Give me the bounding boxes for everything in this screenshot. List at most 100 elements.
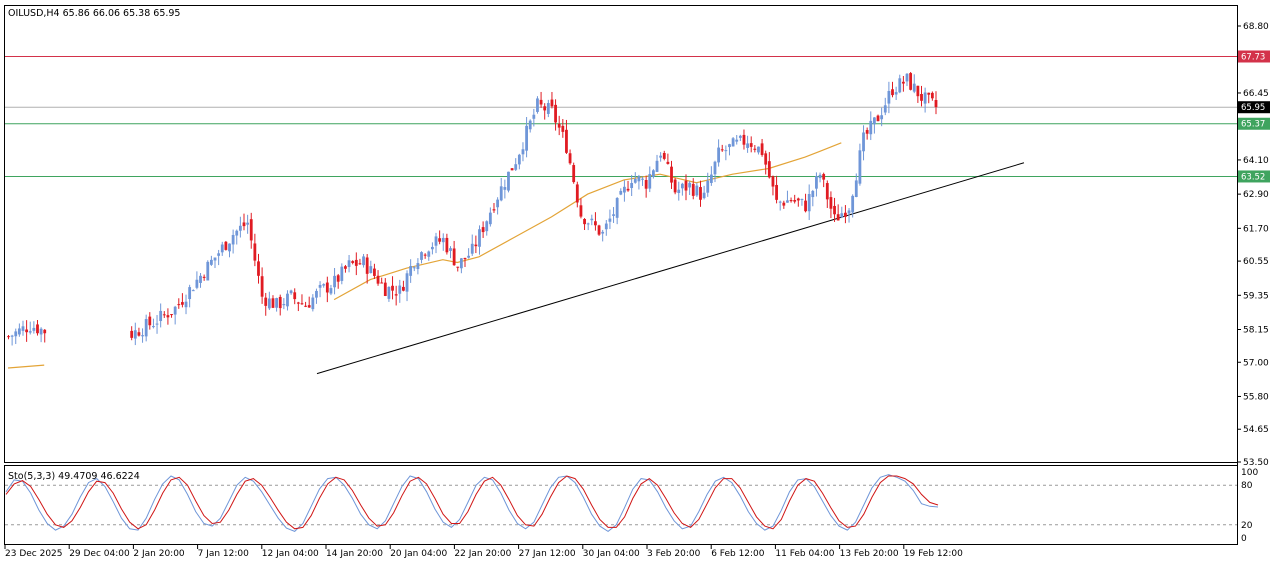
candle-body	[815, 176, 818, 189]
candle-body	[601, 231, 605, 234]
candle-body	[699, 187, 702, 200]
candle-body	[264, 297, 268, 306]
candle-body	[315, 290, 318, 298]
candle-body	[604, 223, 608, 230]
candle-body	[550, 99, 554, 107]
time-tick-label: 11 Feb 04:00	[775, 549, 834, 559]
candle-body	[383, 282, 387, 297]
time-tick-label: 2 Jan 20:00	[133, 549, 185, 559]
candle-body	[507, 171, 510, 191]
trend-line[interactable]	[316, 162, 1025, 375]
level-tag-support	[1238, 170, 1270, 183]
candle-body	[695, 185, 699, 196]
candle-body	[358, 263, 362, 265]
candle-body	[430, 246, 434, 250]
stoch-tick-label: 0	[1241, 534, 1247, 544]
price-tick-label: 57.00	[1243, 358, 1269, 368]
candle-body	[782, 202, 786, 206]
candle-body	[10, 335, 14, 337]
candle-body	[362, 256, 365, 266]
level-tag-current	[1238, 101, 1270, 114]
candle-body	[257, 261, 260, 276]
candle-body	[318, 284, 322, 288]
candle-body	[311, 297, 315, 310]
candle-body	[677, 189, 681, 194]
candle-body	[767, 161, 771, 178]
candle-body	[402, 286, 405, 291]
candle-body	[872, 117, 876, 125]
candle-body	[427, 251, 431, 257]
candle-body	[673, 179, 677, 193]
candle-body	[162, 314, 166, 316]
stoch-plot-frame	[4, 465, 1238, 545]
candle-body	[260, 276, 264, 297]
candle-body	[296, 302, 300, 304]
candle-body	[822, 174, 826, 180]
candle-body	[293, 292, 297, 300]
candle-body	[514, 164, 518, 170]
candle-body	[568, 153, 572, 164]
candle-body	[351, 261, 355, 263]
candle-body	[920, 93, 923, 101]
candle-body	[525, 125, 528, 151]
candle-body	[764, 153, 768, 165]
candle-body	[905, 73, 909, 82]
candle-body	[825, 183, 829, 200]
time-tick-label: 13 Feb 20:00	[840, 549, 899, 559]
candle-body	[202, 276, 206, 278]
candle-body	[793, 200, 797, 202]
candle-body	[662, 152, 666, 159]
candle-body	[347, 260, 351, 268]
candle-body	[333, 275, 336, 288]
candle-body	[713, 161, 717, 175]
chart-title: OILUSD,H4 65.86 66.06 65.38 65.95	[8, 8, 180, 19]
candle-body	[36, 324, 39, 334]
candle-body	[510, 168, 514, 171]
candle-body	[17, 328, 21, 335]
price-tick-label: 60.55	[1243, 257, 1269, 267]
candle-body	[833, 205, 836, 215]
candle-body	[271, 298, 275, 308]
time-tick-label: 30 Jan 04:00	[583, 549, 640, 559]
candle-body	[927, 92, 931, 95]
candle-body	[329, 288, 333, 294]
candle-body	[159, 310, 163, 322]
candle-body	[804, 200, 807, 212]
stoch-tick-label: 20	[1241, 521, 1253, 531]
candle-body	[485, 221, 489, 232]
candle-body	[862, 132, 865, 152]
candle-body	[170, 314, 173, 316]
stoch-tick-label: 100	[1241, 468, 1258, 478]
candle-body	[39, 328, 43, 335]
candle-body	[912, 83, 916, 92]
candle-body	[557, 123, 561, 128]
candle-body	[572, 165, 576, 183]
price-tick-label: 53.50	[1243, 458, 1269, 468]
candle-body	[796, 198, 800, 201]
candle-body	[173, 306, 177, 315]
candle-body	[887, 90, 891, 104]
price-tick-label: 64.10	[1243, 156, 1269, 166]
candle-body	[930, 92, 934, 99]
candle-body	[800, 198, 804, 200]
moving-average-line	[7, 364, 45, 369]
candle-body	[840, 213, 844, 218]
time-tick-label: 14 Jan 20:00	[326, 549, 383, 559]
candle-body	[133, 330, 137, 339]
candle-body	[615, 198, 619, 218]
stoch-signal-line	[5, 475, 939, 530]
candle-body	[554, 104, 557, 123]
stoch-main-line	[5, 474, 939, 533]
price-tick-label: 58.15	[1243, 325, 1269, 335]
candle-body	[278, 296, 282, 309]
candle-body	[459, 258, 463, 269]
candle-body	[811, 190, 815, 198]
candle-body	[728, 144, 731, 148]
time-tick-label: 23 Dec 2025	[5, 549, 63, 559]
candle-body	[130, 330, 134, 338]
candle-body	[14, 331, 18, 337]
candle-body	[655, 160, 659, 172]
candle-body	[420, 252, 423, 260]
moving-average-line	[333, 142, 842, 301]
